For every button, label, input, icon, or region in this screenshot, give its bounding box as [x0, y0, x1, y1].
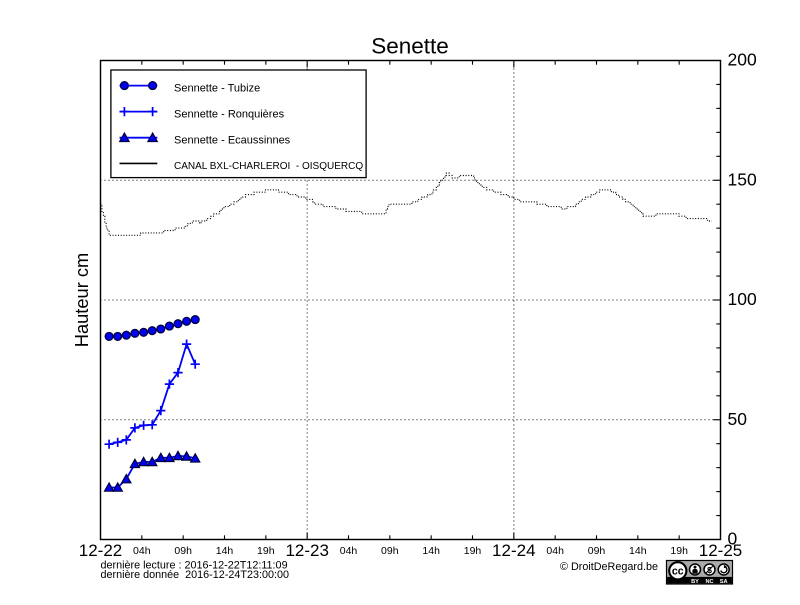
- svg-text:19h: 19h: [670, 545, 688, 557]
- svg-text:12-25: 12-25: [699, 541, 742, 560]
- svg-text:Sennette - Tubize: Sennette - Tubize: [174, 82, 260, 94]
- svg-text:dernière donnée 2016-12-24T23: dernière donnée 2016-12-24T23:00:00: [101, 569, 290, 581]
- svg-text:04h: 04h: [340, 545, 358, 557]
- svg-text:Sennette - Ecaussinnes: Sennette - Ecaussinnes: [174, 135, 291, 147]
- svg-text:0: 0: [728, 529, 738, 549]
- svg-text:14h: 14h: [629, 545, 647, 557]
- svg-text:12-23: 12-23: [285, 541, 328, 560]
- svg-text:Sennette - Ronquières: Sennette - Ronquières: [174, 108, 285, 120]
- svg-text:NC: NC: [705, 579, 713, 585]
- svg-text:Senette: Senette: [371, 34, 449, 59]
- svg-text:200: 200: [728, 50, 757, 70]
- svg-text:dernière lecture : 2016-12-22T: dernière lecture : 2016-12-22T12:11:09: [101, 560, 288, 572]
- svg-text:150: 150: [728, 169, 757, 189]
- svg-text:14h: 14h: [422, 545, 440, 557]
- svg-text:© DroitDeRegard.be: © DroitDeRegard.be: [560, 561, 658, 573]
- svg-text:100: 100: [728, 289, 757, 309]
- svg-text:09h: 09h: [381, 545, 399, 557]
- svg-text:04h: 04h: [546, 545, 564, 557]
- svg-text:12-22: 12-22: [79, 541, 122, 560]
- svg-text:Hauteur cm: Hauteur cm: [71, 253, 92, 348]
- svg-text:cc: cc: [672, 566, 684, 578]
- svg-text:CANAL BXL-CHARLEROI - OISQUER: CANAL BXL-CHARLEROI - OISQUERCQ: [174, 161, 363, 172]
- svg-text:14h: 14h: [216, 545, 234, 557]
- svg-text:19h: 19h: [257, 545, 275, 557]
- svg-text:50: 50: [728, 409, 748, 429]
- svg-text:BY: BY: [691, 579, 699, 585]
- svg-text:09h: 09h: [588, 545, 606, 557]
- svg-text:04h: 04h: [133, 545, 151, 557]
- svg-text:SA: SA: [720, 579, 728, 585]
- svg-text:19h: 19h: [464, 545, 482, 557]
- svg-text:09h: 09h: [174, 545, 192, 557]
- svg-text:12-24: 12-24: [492, 541, 535, 560]
